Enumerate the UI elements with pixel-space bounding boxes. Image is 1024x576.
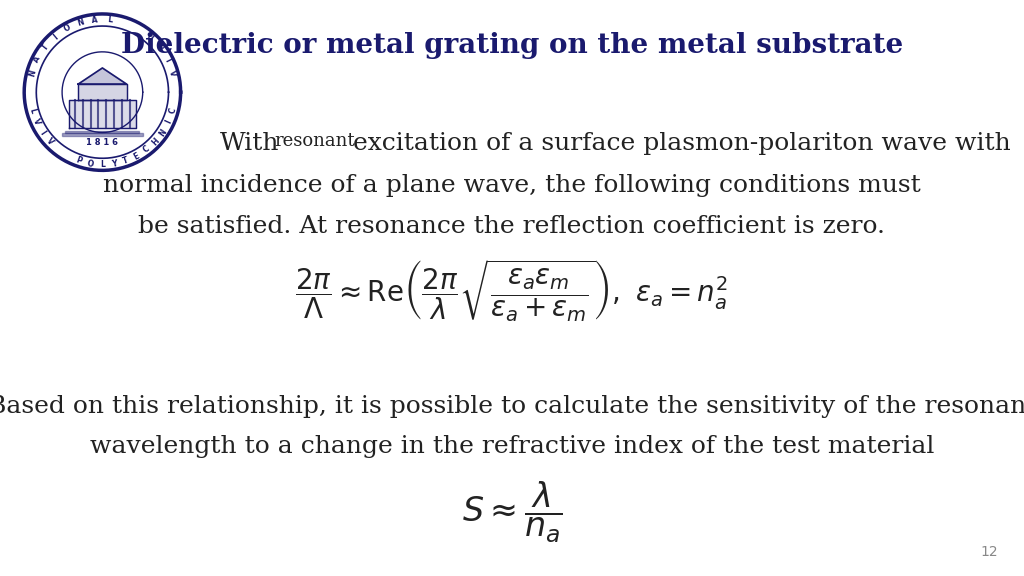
Text: H: H (150, 137, 161, 147)
Polygon shape (78, 68, 127, 84)
Text: C: C (141, 145, 152, 155)
Text: N: N (27, 69, 38, 78)
Text: $S \approx \dfrac{\lambda}{n_a}$: $S \approx \dfrac{\lambda}{n_a}$ (462, 480, 562, 545)
Text: 12: 12 (981, 545, 998, 559)
Text: normal incidence of a plane wave, the following conditions must: normal incidence of a plane wave, the fo… (103, 174, 921, 197)
Text: Y: Y (111, 159, 118, 169)
Polygon shape (69, 100, 136, 128)
Text: resonant: resonant (274, 132, 355, 150)
Text: V: V (31, 118, 42, 127)
Text: N: N (158, 127, 168, 138)
Text: A: A (92, 15, 98, 25)
Text: Dielectric or metal grating on the metal substrate: Dielectric or metal grating on the metal… (121, 32, 903, 59)
Text: V: V (167, 69, 177, 77)
Text: I: I (163, 56, 172, 63)
Text: be satisfied. At resonance the reflection coefficient is zero.: be satisfied. At resonance the reflectio… (138, 215, 886, 238)
Text: L: L (28, 108, 37, 115)
Text: L: L (100, 160, 104, 169)
Text: N: N (154, 42, 165, 53)
Text: C: C (168, 107, 177, 115)
Text: excitation of a surface plasmon-polariton wave with: excitation of a surface plasmon-polarito… (353, 132, 1011, 156)
Text: T: T (122, 156, 130, 166)
Text: V: V (44, 137, 54, 147)
Polygon shape (78, 84, 127, 100)
Text: With: With (220, 132, 280, 156)
Text: P: P (75, 156, 83, 166)
Text: I: I (38, 129, 47, 136)
Text: 1 8 1 6: 1 8 1 6 (86, 138, 119, 147)
Polygon shape (62, 133, 142, 136)
Text: O: O (62, 23, 73, 34)
Text: Based on this relationship, it is possible to calculate the sensitivity of the r: Based on this relationship, it is possib… (0, 395, 1024, 418)
Polygon shape (66, 131, 139, 133)
Text: I: I (51, 32, 59, 41)
Text: T: T (40, 43, 50, 52)
Text: A: A (32, 55, 43, 65)
Text: E: E (132, 151, 141, 161)
Text: L: L (106, 15, 113, 25)
Text: wavelength to a change in the refractive index of the test material: wavelength to a change in the refractive… (90, 435, 934, 458)
Text: I: I (164, 119, 173, 125)
Text: O: O (87, 159, 94, 169)
Text: N: N (77, 18, 85, 28)
Text: $\dfrac{2\pi}{\Lambda} \approx \mathrm{Re}\left(\dfrac{2\pi}{\lambda}\sqrt{\dfra: $\dfrac{2\pi}{\Lambda} \approx \mathrm{R… (296, 257, 728, 324)
Text: U: U (144, 32, 155, 42)
